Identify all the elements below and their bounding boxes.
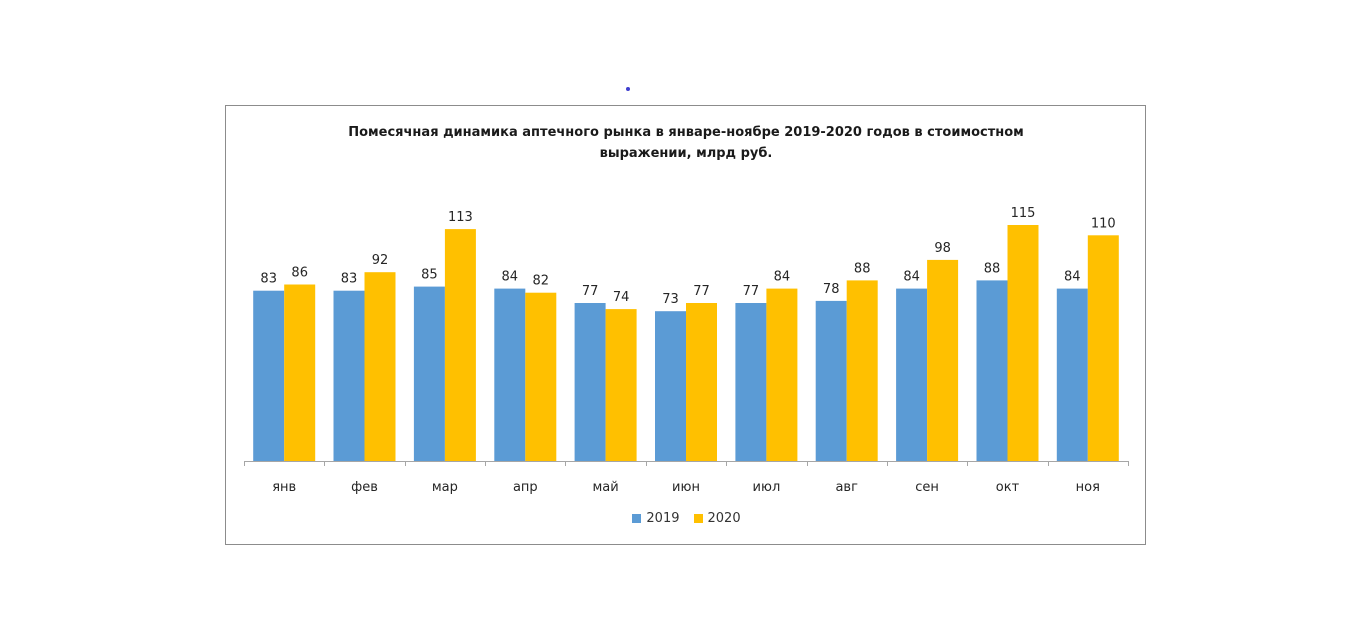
bar-2019-фев — [333, 290, 365, 461]
bar-2019-июл — [735, 303, 767, 461]
data-label-2020-мар: 113 — [448, 210, 473, 225]
bar-2020-июл — [766, 288, 798, 461]
data-label-2020-ноя: 110 — [1091, 216, 1116, 231]
data-label-2019-авг: 78 — [823, 282, 840, 297]
decorative-dot — [626, 87, 630, 91]
bar-2019-ноя — [1056, 288, 1088, 461]
bar-2020-авг — [846, 280, 878, 461]
data-label-2019-июл: 77 — [743, 284, 760, 299]
legend: 2019 2020 — [226, 511, 1147, 526]
x-tick-label-ноя: ноя — [1076, 480, 1100, 495]
data-label-2019-апр: 84 — [502, 270, 519, 285]
bar-2019-мар — [413, 286, 445, 461]
data-label-2019-мар: 85 — [421, 268, 438, 283]
plot-area: 83 86 янв 83 92 фев 85 113 мар 84 82 апр 77 74 май 73 77… — [244, 206, 1129, 495]
bar-2020-фев — [364, 272, 396, 461]
bar-2019-окт — [976, 280, 1008, 461]
data-label-2020-май: 74 — [613, 290, 630, 305]
x-tick-label-апр: апр — [513, 480, 538, 495]
data-label-2020-сен: 98 — [934, 241, 951, 256]
x-tick-label-мар: мар — [432, 480, 458, 495]
data-label-2020-апр: 82 — [533, 274, 550, 289]
data-label-2019-фев: 83 — [341, 272, 358, 287]
bar-2020-окт — [1007, 225, 1039, 461]
legend-label-2020: 2020 — [707, 511, 741, 526]
data-label-2020-фев: 92 — [372, 253, 389, 268]
bar-2020-ноя — [1087, 235, 1119, 461]
x-tick-label-июл: июл — [753, 480, 781, 495]
data-label-2019-июн: 73 — [662, 292, 679, 307]
data-label-2019-май: 77 — [582, 284, 599, 299]
bar-2020-мар — [444, 229, 476, 461]
legend-item-2019: 2019 — [632, 511, 680, 526]
data-label-2020-июл: 84 — [774, 270, 791, 285]
x-tick-label-окт: окт — [996, 480, 1020, 495]
data-label-2020-июн: 77 — [693, 284, 710, 299]
x-tick-label-сен: сен — [915, 480, 939, 495]
bar-2019-май — [574, 303, 606, 461]
bar-2020-июн — [686, 303, 717, 461]
legend-swatch-2020 — [693, 514, 703, 523]
bar-2019-июн — [655, 311, 686, 461]
bar-2020-сен — [927, 259, 959, 461]
bar-2019-апр — [494, 288, 526, 461]
data-label-2019-окт: 88 — [984, 261, 1001, 276]
x-tick-label-май: май — [592, 480, 618, 495]
bar-2020-янв — [284, 284, 316, 461]
data-label-2019-янв: 83 — [260, 272, 277, 287]
data-label-2019-сен: 84 — [903, 270, 920, 285]
bar-2020-май — [605, 309, 637, 461]
bar-2019-авг — [815, 300, 847, 461]
bar-2020-апр — [525, 292, 557, 461]
x-tick-label-авг: авг — [835, 480, 858, 495]
chart-title: Помесячная динамика аптечного рынка в ян… — [348, 125, 1024, 161]
data-label-2020-авг: 88 — [854, 261, 871, 276]
bar-2019-сен — [896, 288, 928, 461]
data-label-2020-окт: 115 — [1011, 206, 1036, 221]
legend-label-2019: 2019 — [646, 511, 680, 526]
legend-item-2020: 2020 — [693, 511, 741, 526]
x-tick-label-фев: фев — [351, 480, 378, 495]
legend-swatch-2019 — [632, 514, 642, 523]
chart-area: Помесячная динамика аптечного рынка в ян… — [225, 105, 1146, 545]
bar-2019-янв — [253, 290, 285, 461]
x-tick-label-июн: июн — [672, 480, 700, 495]
data-label-2020-янв: 86 — [291, 266, 308, 281]
x-tick-label-янв: янв — [272, 480, 296, 495]
data-label-2019-ноя: 84 — [1064, 270, 1081, 285]
